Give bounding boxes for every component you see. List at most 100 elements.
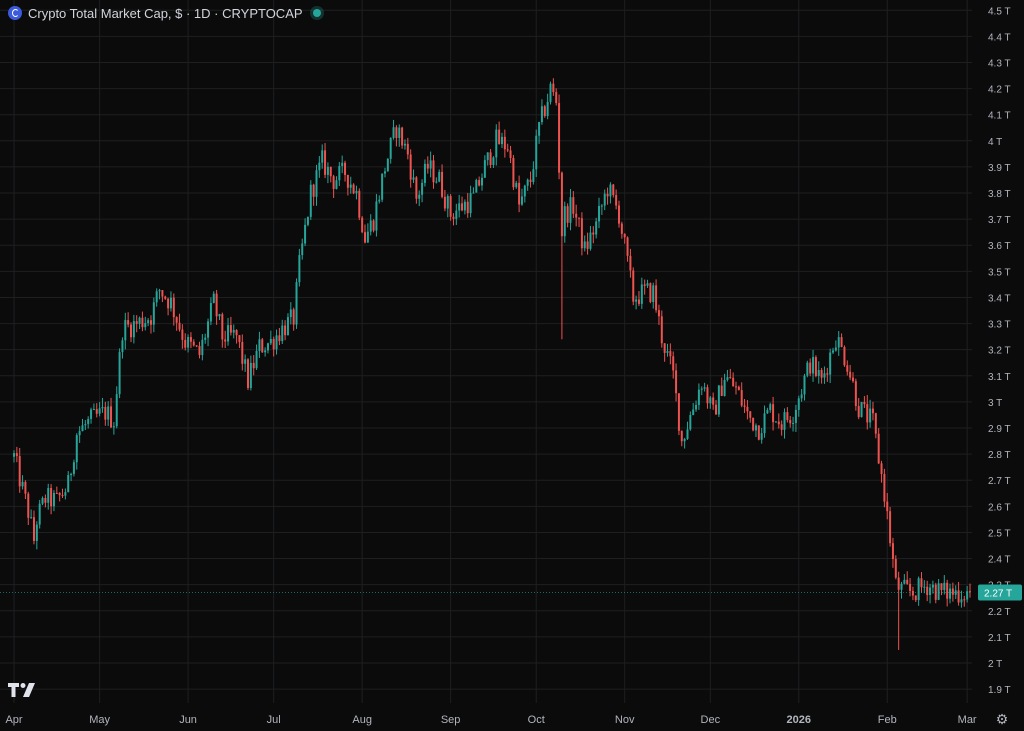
candle-body[interactable] — [401, 127, 404, 146]
candle-body[interactable] — [558, 103, 561, 173]
candle-body[interactable] — [774, 421, 777, 423]
candle-body[interactable] — [30, 517, 33, 519]
candle-body[interactable] — [506, 149, 509, 151]
candle-body[interactable] — [364, 232, 367, 243]
candle-body[interactable] — [917, 578, 920, 601]
candle-body[interactable] — [446, 196, 449, 209]
candle-body[interactable] — [38, 503, 41, 525]
candle-body[interactable] — [178, 322, 181, 330]
candle-body[interactable] — [652, 285, 655, 303]
candle-body[interactable] — [880, 463, 883, 475]
candle-body[interactable] — [926, 586, 929, 595]
candle-body[interactable] — [655, 285, 658, 311]
candle-body[interactable] — [746, 406, 749, 412]
candle-body[interactable] — [840, 337, 843, 348]
candle-body[interactable] — [692, 409, 695, 416]
candle-body[interactable] — [115, 394, 118, 427]
time-axis[interactable]: Apr May Jun Jul Aug Sep Oct Nov Dec 2026 Feb Mar — [5, 714, 977, 726]
candle-body[interactable] — [241, 341, 244, 364]
candle-body[interactable] — [124, 320, 127, 341]
candle-body[interactable] — [335, 180, 338, 189]
candle-body[interactable] — [760, 433, 763, 440]
candle-body[interactable] — [629, 255, 632, 271]
candle-body[interactable] — [472, 192, 475, 194]
candle-body[interactable] — [857, 406, 860, 418]
candle-body[interactable] — [412, 177, 415, 180]
candle-body[interactable] — [461, 203, 464, 211]
candle-body[interactable] — [900, 583, 903, 590]
candle-body[interactable] — [849, 371, 852, 378]
candle-body[interactable] — [569, 197, 572, 223]
candle-body[interactable] — [743, 405, 746, 407]
candle-body[interactable] — [606, 193, 609, 197]
candle-body[interactable] — [772, 404, 775, 423]
candle-body[interactable] — [167, 298, 170, 309]
candle-body[interactable] — [657, 310, 660, 317]
candle-body[interactable] — [766, 410, 769, 414]
candle-body[interactable] — [466, 201, 469, 214]
candle-body[interactable] — [312, 184, 315, 197]
candle-body[interactable] — [717, 385, 720, 415]
candle-body[interactable] — [583, 241, 586, 249]
candle-body[interactable] — [617, 205, 620, 224]
candle-body[interactable] — [252, 362, 255, 369]
candle-body[interactable] — [509, 150, 512, 158]
candle-body[interactable] — [352, 184, 355, 194]
candle-body[interactable] — [438, 171, 441, 182]
candle-body[interactable] — [147, 320, 150, 324]
candle-body[interactable] — [284, 325, 287, 336]
candle-body[interactable] — [121, 340, 124, 353]
candle-body[interactable] — [894, 559, 897, 578]
candle-body[interactable] — [141, 317, 144, 328]
candle-body[interactable] — [869, 408, 872, 423]
candle-body[interactable] — [626, 237, 629, 256]
candle-body[interactable] — [235, 329, 238, 336]
candle-body[interactable] — [278, 335, 281, 342]
candle-body[interactable] — [949, 588, 952, 599]
candle-body[interactable] — [931, 584, 934, 588]
candle-body[interactable] — [87, 418, 90, 425]
candle-body[interactable] — [435, 181, 438, 183]
candle-body[interactable] — [549, 83, 552, 102]
candle-body[interactable] — [269, 338, 272, 344]
candle-body[interactable] — [127, 320, 130, 325]
candle-body[interactable] — [623, 233, 626, 238]
candle-body[interactable] — [589, 232, 592, 249]
candle-body[interactable] — [101, 407, 104, 409]
candle-body[interactable] — [181, 329, 184, 340]
candle-body[interactable] — [341, 162, 344, 167]
candle-body[interactable] — [632, 270, 635, 302]
candle-body[interactable] — [937, 583, 940, 600]
candle-body[interactable] — [752, 417, 755, 431]
candle-body[interactable] — [198, 345, 201, 356]
candle-body[interactable] — [475, 180, 478, 193]
candle-body[interactable] — [309, 184, 312, 217]
candle-body[interactable] — [104, 407, 107, 420]
candle-body[interactable] — [866, 404, 869, 423]
candle-body[interactable] — [112, 426, 115, 428]
candle-body[interactable] — [58, 492, 61, 496]
candle-body[interactable] — [244, 359, 247, 364]
candle-body[interactable] — [255, 350, 258, 369]
candle-body[interactable] — [366, 231, 369, 243]
candle-body[interactable] — [403, 143, 406, 146]
candle-body[interactable] — [520, 196, 523, 205]
candle-body[interactable] — [138, 317, 141, 324]
candle-body[interactable] — [706, 387, 709, 404]
candle-body[interactable] — [355, 190, 358, 194]
candle-body[interactable] — [863, 402, 866, 405]
candle-body[interactable] — [529, 179, 532, 182]
candle-body[interactable] — [689, 415, 692, 430]
candle-body[interactable] — [469, 193, 472, 214]
candle-body[interactable] — [44, 497, 47, 503]
candle-body[interactable] — [649, 283, 652, 303]
candle-body[interactable] — [843, 347, 846, 366]
candle-body[interactable] — [292, 309, 295, 325]
candle-body[interactable] — [55, 492, 58, 494]
candle-body[interactable] — [346, 174, 349, 188]
candle-body[interactable] — [592, 232, 595, 235]
chart-legend[interactable]: Crypto Total Market Cap, $ · 1D · CRYPTO… — [8, 4, 321, 22]
candle-body[interactable] — [503, 136, 506, 150]
candle-body[interactable] — [832, 350, 835, 353]
candle-body[interactable] — [943, 582, 946, 591]
